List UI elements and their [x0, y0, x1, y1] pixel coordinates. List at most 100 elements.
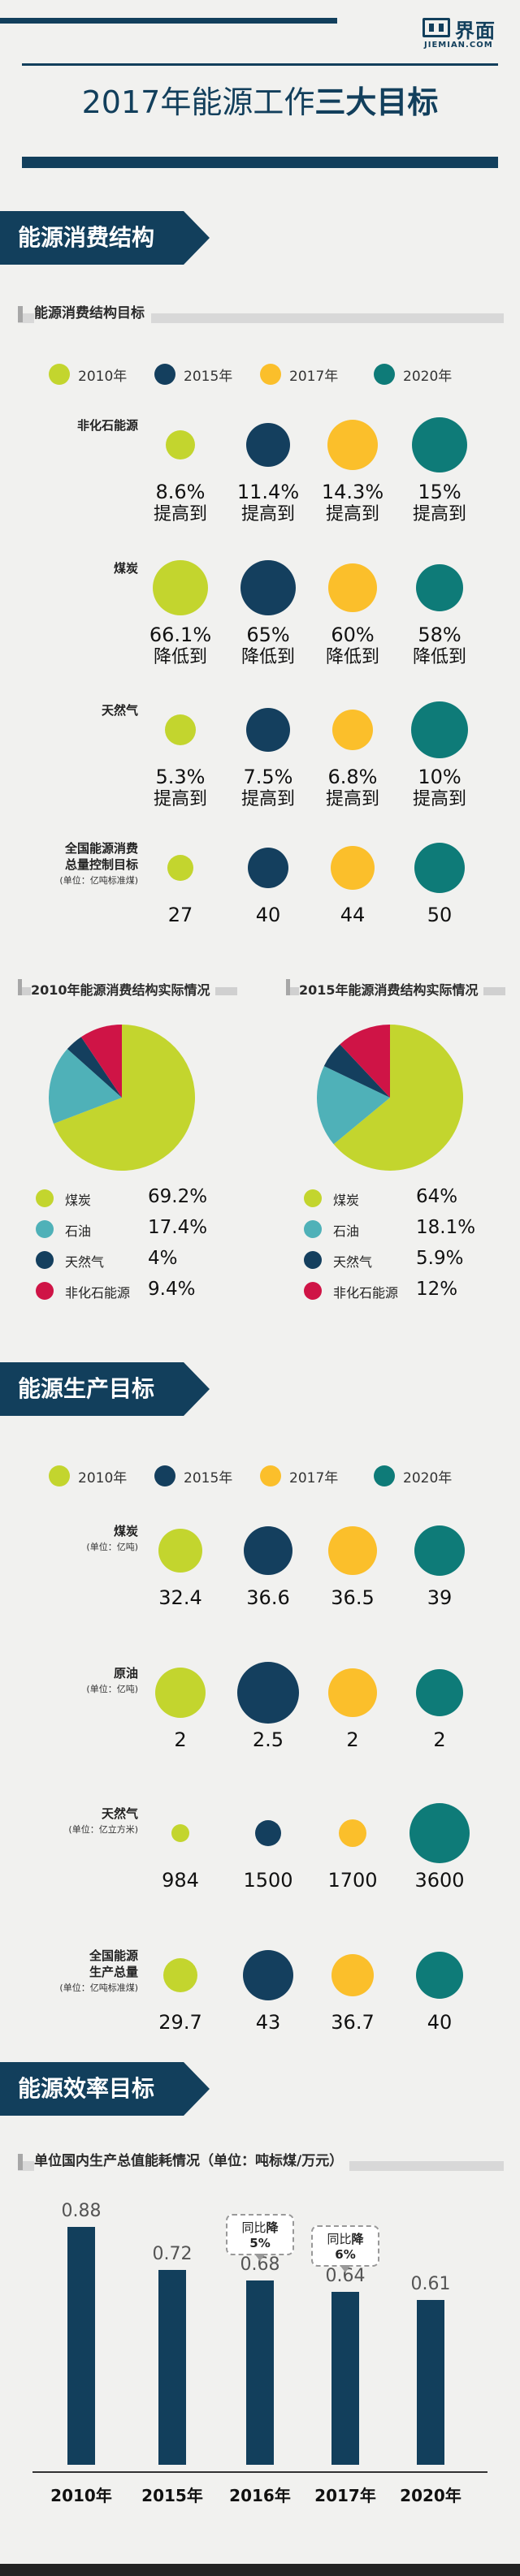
value-2015: 43	[223, 2011, 313, 2034]
pie-legend-dot-icon	[304, 1282, 322, 1300]
pie-legend-label: 煤炭	[333, 1193, 360, 1208]
value-2020: 3600	[395, 1869, 484, 1892]
circle-2020	[411, 701, 468, 758]
value-text: 10%	[418, 766, 462, 788]
legend-dot-icon	[374, 364, 395, 385]
legend-item-2020: 2020年	[374, 362, 452, 386]
row-label-1: 原油 (单位：亿吨)	[0, 1665, 138, 1698]
section-ribbon-efficiency: 能源效率目标	[0, 2062, 210, 2116]
row-label-0: 煤炭 (单位：亿吨)	[0, 1523, 138, 1556]
row-label-text: 天然气	[101, 1806, 138, 1821]
circle-2010	[158, 1529, 202, 1573]
energy-intensity-bar-chart: 0.88 2010年 0.72 2015年 0.68 2016年 0.64 2017年 0.61…	[32, 2189, 504, 2505]
value-2010: 32.4	[136, 1586, 225, 1609]
pie-legend-dot-icon	[304, 1251, 322, 1269]
jiemian-logo[interactable]: 界面 JIEMIAN.COM	[422, 15, 504, 55]
legend-years: 2010年 2015年 2017年 2020年	[49, 362, 504, 386]
circle-2020	[414, 1525, 465, 1576]
value-2017: 1700	[308, 1869, 397, 1892]
value-text: 60%	[331, 624, 375, 646]
value-2015: 40	[223, 904, 313, 926]
row-label-2: 天然气 (单位：亿立方米)	[0, 1806, 138, 1838]
pie-legend-label: 非化石能源	[333, 1285, 399, 1301]
value-2020: 40	[395, 2011, 484, 2034]
circle-2015	[248, 848, 288, 888]
bar-0	[67, 2226, 95, 2465]
value-2017: 6.8% 提高到	[308, 766, 397, 811]
pie-slice-3	[340, 1025, 390, 1098]
value-text: 15%	[418, 481, 462, 503]
legend-label: 2020年	[403, 368, 453, 385]
callout-prefix: 同比	[327, 2231, 352, 2246]
pie-title-0: 2010年能源消费结构实际情况	[18, 976, 237, 1000]
circle-2010	[165, 714, 196, 745]
pie-slice-0	[333, 1025, 463, 1171]
circle-2020	[412, 417, 467, 472]
value-text: 65%	[246, 624, 290, 646]
value-2010: 2	[136, 1728, 225, 1751]
value-2017: 60% 降低到	[308, 624, 397, 669]
pie-slice-3	[80, 1025, 122, 1098]
circle-2015	[240, 560, 296, 615]
pie-legend-label: 煤炭	[65, 1193, 92, 1208]
callout-value: 降6%	[335, 2231, 364, 2262]
logo-domain: JIEMIAN.COM	[424, 41, 493, 50]
value-2020: 39	[395, 1586, 484, 1609]
value-2017: 2	[308, 1728, 397, 1751]
value-text: 66.1%	[149, 624, 212, 646]
title-bottom-rule	[22, 157, 498, 168]
circle-2010	[163, 1958, 197, 1992]
pie-legend-label: 天然气	[65, 1254, 105, 1270]
value-2017: 14.3% 提高到	[308, 481, 397, 526]
circle-2015	[244, 1526, 292, 1575]
callout-prefix: 同比	[241, 2220, 266, 2236]
circle-2017	[328, 1526, 377, 1575]
pie-chart-0	[49, 1025, 195, 1171]
row-unit: (单位：亿吨标准煤)	[59, 1983, 138, 1993]
value-text: 984	[162, 1869, 199, 1892]
circle-2020	[414, 843, 465, 893]
value-2010: 29.7	[136, 2011, 225, 2034]
row-label-text: 原油	[113, 1666, 138, 1681]
x-tick-label: 2017年	[314, 2486, 376, 2505]
value-text: 8.6%	[155, 481, 206, 503]
pie-slice-2	[323, 1044, 390, 1098]
pie-chart-1	[317, 1025, 463, 1171]
value-text: 7.5%	[243, 766, 293, 788]
pie-legend-label: 非化石能源	[65, 1285, 131, 1301]
value-text: 2.5	[252, 1728, 284, 1751]
value-text: 36.6	[246, 1586, 290, 1609]
value-note: 提高到	[325, 789, 379, 809]
circle-2015	[246, 708, 290, 752]
legend-dot-icon	[260, 1465, 281, 1486]
value-text: 2	[346, 1728, 359, 1751]
bar-value-label: 0.72	[152, 2244, 193, 2264]
value-text: 1700	[327, 1869, 378, 1892]
value-2010: 5.3% 提高到	[136, 766, 225, 811]
value-2010: 8.6% 提高到	[136, 481, 225, 526]
value-text: 29.7	[158, 2011, 202, 2034]
value-note: 提高到	[412, 789, 466, 809]
pie-title-bar	[286, 979, 290, 995]
value-2010: 984	[136, 1869, 225, 1892]
circle-2010	[166, 430, 195, 460]
row-unit: (单位：亿吨标准煤)	[59, 875, 138, 886]
value-note: 提高到	[153, 789, 207, 809]
pie-title-text: 2015年能源消费结构实际情况	[299, 979, 483, 999]
legend-dot-icon	[49, 1465, 70, 1486]
pie-legend-dot-icon	[304, 1220, 322, 1238]
legend-label: 2010年	[78, 1469, 128, 1486]
pie-legend-dot-icon	[36, 1282, 54, 1300]
value-text: 32.4	[158, 1586, 202, 1609]
pie-legend-label: 天然气	[333, 1254, 373, 1270]
subhead-consumption-targets: 能源消费结构目标	[18, 302, 504, 326]
pie-title-bar	[18, 979, 22, 995]
value-text: 44	[340, 904, 366, 926]
pie-legend-dot-icon	[36, 1189, 54, 1207]
pie-slice-0	[53, 1025, 195, 1171]
value-text: 27	[167, 904, 193, 926]
section-ribbon-consumption: 能源消费结构	[0, 211, 210, 265]
circle-2010	[155, 1668, 206, 1718]
row-label-text: 天然气	[101, 703, 138, 718]
logo-name: 界面	[455, 19, 496, 42]
